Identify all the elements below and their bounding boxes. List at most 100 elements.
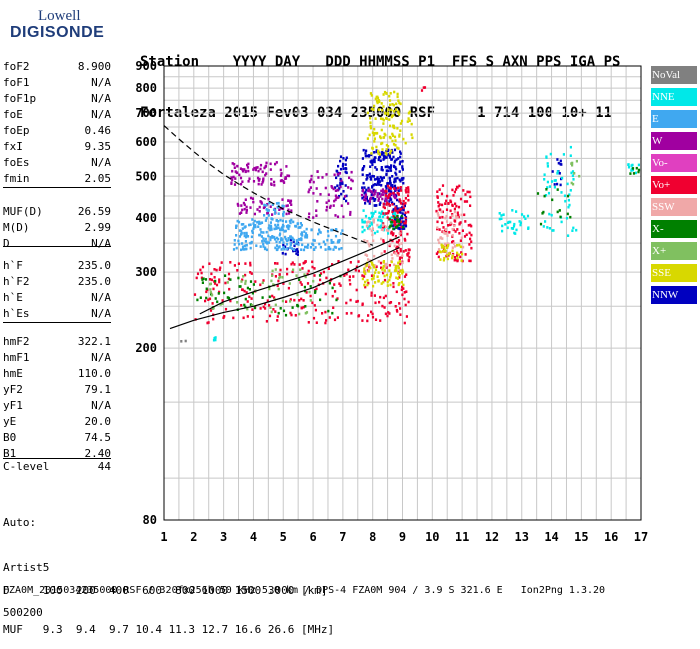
echo-point-vo- (456, 259, 459, 262)
file-info-line: FZA0M_2015034235000.RSF / 320fx256h 50 k… (3, 585, 606, 596)
echo-point-vo- (380, 266, 383, 270)
echo-point-vo- (392, 285, 395, 289)
echo-point-e (244, 240, 247, 243)
echo-point-vo- (393, 187, 396, 190)
echo-point-e (277, 220, 280, 223)
echo-point-vo- (306, 282, 310, 285)
x-tick-label: 1 (160, 530, 167, 544)
echo-point-w (367, 189, 370, 193)
echo-point-vo- (468, 259, 471, 263)
echo-point-x- (205, 287, 208, 291)
echo-point-e (299, 222, 302, 225)
echo-point-nne (569, 189, 572, 192)
echo-point-w (380, 189, 383, 193)
echo-point-nnw (339, 177, 342, 181)
echo-point-x- (238, 285, 241, 288)
echo-point-sse (384, 133, 387, 137)
echo-point-nnw (388, 188, 391, 191)
param-name: foEs (3, 156, 30, 169)
echo-point-nnw (369, 177, 372, 181)
echo-point-w (269, 168, 272, 171)
echo-point-sse (366, 283, 369, 287)
param-name: foEp (3, 124, 30, 137)
echo-point-sse (375, 145, 378, 149)
param-name: C-level (3, 460, 50, 473)
echo-point-e (266, 209, 269, 213)
echo-point-vo- (384, 312, 387, 316)
echo-point-w (280, 179, 283, 182)
x-tick-label: 5 (280, 530, 287, 544)
echo-point-sse (392, 103, 395, 107)
legend-item-sse: SSE (651, 264, 697, 282)
echo-point-sse (386, 284, 389, 287)
echo-point-nnw (386, 182, 389, 185)
echo-point-vo- (437, 201, 440, 204)
echo-point-x- (246, 307, 249, 311)
echo-point-vo- (467, 224, 470, 227)
echo-point-e (303, 230, 306, 233)
param-row-hme: hmE 110.0 (3, 367, 111, 383)
echo-point-e (279, 218, 282, 222)
echo-point-vo- (204, 299, 207, 303)
echo-point-nnw (369, 165, 372, 168)
echo-point-nne (568, 193, 571, 196)
echo-point-x- (312, 279, 315, 283)
echo-point-vo- (348, 275, 351, 278)
echo-point-w (315, 187, 318, 190)
echo-point-x- (272, 283, 275, 286)
echo-point-x- (571, 163, 574, 167)
echo-point-vo- (453, 207, 456, 211)
echo-point-vo- (390, 230, 393, 234)
echo-point-nne (567, 234, 570, 237)
echo-point-w (247, 180, 250, 183)
echo-point-x- (261, 296, 264, 299)
echo-point-nnw (367, 154, 371, 157)
echo-point-ssw (374, 264, 377, 267)
echo-point-vo- (403, 291, 406, 294)
echo-point-vo- (400, 256, 403, 259)
echo-point-e (268, 224, 271, 227)
echo-point-nnw (364, 202, 367, 205)
echo-point-vo- (470, 233, 473, 237)
echo-point-vo- (438, 216, 441, 219)
echo-point-ssw (441, 237, 444, 240)
echo-point-vo- (361, 302, 364, 306)
echo-point-sse (364, 272, 367, 275)
echo-point-nnw (391, 151, 394, 154)
echo-point-x- (298, 312, 301, 316)
echo-point-e (277, 212, 280, 215)
echo-point-sse (373, 140, 376, 143)
echo-point-nnw (388, 156, 392, 159)
echo-point-vo- (454, 258, 457, 262)
echo-point-nnw (558, 172, 561, 175)
echo-point-e (237, 220, 241, 224)
echo-point-nne (374, 210, 377, 213)
echo-point-ssw (449, 221, 452, 225)
echo-point-vo- (277, 279, 280, 283)
y-tick-label: 400 (135, 211, 157, 225)
echo-point-ssw (444, 232, 447, 235)
echo-point-nne (565, 216, 569, 220)
echo-point-x- (303, 273, 306, 276)
echo-point-vo- (259, 307, 262, 310)
echo-point-e (300, 223, 303, 227)
echo-point-vo- (464, 220, 467, 223)
echo-point-vo- (386, 216, 389, 219)
echo-point-vo- (403, 321, 406, 325)
echo-point-sse (373, 137, 376, 140)
echo-point-sse (382, 122, 385, 125)
echo-point-nne (548, 212, 551, 216)
echo-point-nnw (396, 176, 399, 180)
x-tick-label: 17 (634, 530, 648, 544)
echo-point-nne (214, 336, 217, 339)
echo-point-ssw (446, 234, 449, 237)
echo-point-nnw (345, 194, 348, 198)
echo-point-vo- (436, 190, 439, 193)
echo-point-sse (389, 124, 392, 128)
echo-point-vo- (392, 282, 395, 285)
echo-point-vo- (447, 202, 450, 205)
echo-point-e (245, 231, 248, 235)
echo-point-e (337, 239, 340, 242)
echo-point-x- (572, 182, 575, 186)
echo-point-vo- (311, 260, 314, 264)
